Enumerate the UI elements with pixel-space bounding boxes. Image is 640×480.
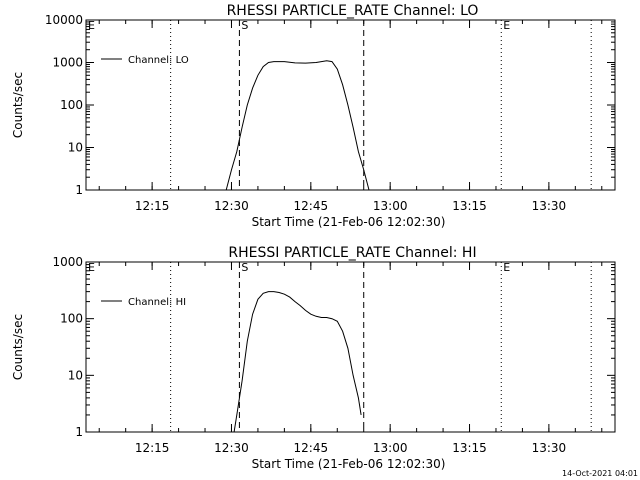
- marker-label: S: [241, 261, 248, 274]
- marker-label: E: [503, 19, 510, 32]
- x-axis-label: Start Time (21-Feb-06 12:02:30): [252, 457, 446, 471]
- series-line: [225, 60, 370, 191]
- x-tick-label: 12:45: [294, 441, 329, 455]
- series-line: [233, 291, 362, 433]
- chart-panel-2: RHESSI PARTICLE_RATE Channel: HI Start Ti…: [11, 245, 616, 471]
- x-axis-label: Start Time (21-Feb-06 12:02:30): [252, 215, 446, 229]
- y-tick-label: 10000: [45, 13, 83, 27]
- x-tick-label: 12:45: [294, 199, 329, 213]
- legend-label: Channel: LO: [128, 55, 189, 66]
- y-tick-label: 100: [60, 312, 83, 326]
- y-tick-label: 1: [75, 425, 83, 439]
- chart-title: RHESSI PARTICLE_RATE Channel: LO: [227, 3, 479, 19]
- x-tick-label: 13:15: [452, 441, 487, 455]
- x-tick-label: 13:00: [373, 199, 408, 213]
- y-tick-label: 10: [68, 368, 83, 382]
- x-tick-label: 13:15: [452, 199, 487, 213]
- y-axis-label: Counts/sec: [11, 72, 25, 138]
- plot-frame: [85, 261, 616, 433]
- legend-label: Channel: HI: [128, 297, 186, 308]
- marker-label: S: [241, 19, 248, 32]
- y-tick-label: 1000: [52, 56, 83, 70]
- x-tick-label: 12:15: [135, 441, 170, 455]
- y-tick-label: 100: [60, 98, 83, 112]
- marker-label: E: [503, 261, 510, 274]
- chart-title: RHESSI PARTICLE_RATE Channel: HI: [228, 245, 476, 261]
- marker-label: E: [88, 19, 95, 32]
- x-tick-label: 12:15: [135, 199, 170, 213]
- x-tick-label: 12:30: [214, 441, 249, 455]
- y-tick-label: 1: [75, 183, 83, 197]
- y-tick-label: 10: [68, 141, 83, 155]
- x-tick-label: 13:30: [532, 441, 567, 455]
- x-tick-label: 13:00: [373, 441, 408, 455]
- y-axis-label: Counts/sec: [11, 314, 25, 380]
- plot-frame: [85, 19, 616, 191]
- x-tick-label: 13:30: [532, 199, 567, 213]
- x-tick-label: 12:30: [214, 199, 249, 213]
- timestamp-label: 14-Oct-2021 04:01: [562, 469, 638, 478]
- chart-panel-1: RHESSI PARTICLE_RATE Channel: LO Start Ti…: [11, 3, 616, 229]
- marker-label: E: [88, 261, 95, 274]
- y-tick-label: 1000: [52, 255, 83, 269]
